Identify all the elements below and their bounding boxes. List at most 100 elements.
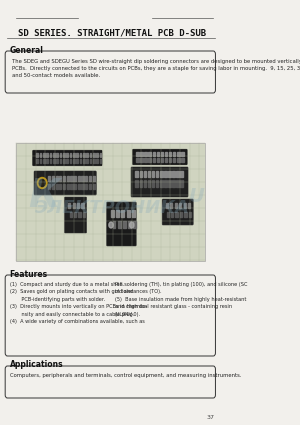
Bar xyxy=(70,159,71,163)
FancyBboxPatch shape xyxy=(34,171,96,195)
Bar xyxy=(152,152,155,156)
Bar xyxy=(184,203,186,208)
Bar xyxy=(63,159,65,163)
Bar xyxy=(68,203,70,208)
Ellipse shape xyxy=(130,222,134,228)
Text: The SDEG and SDEGU Series SD wire-straight dip soldering connectors are designed: The SDEG and SDEGU Series SD wire-straig… xyxy=(12,59,300,78)
Bar xyxy=(53,153,55,157)
Bar xyxy=(167,212,169,217)
FancyBboxPatch shape xyxy=(131,167,188,197)
Bar xyxy=(50,153,52,157)
Bar xyxy=(148,180,150,187)
Bar xyxy=(112,221,116,228)
Bar xyxy=(144,171,146,177)
Bar xyxy=(66,153,68,157)
Bar xyxy=(66,159,68,163)
Bar xyxy=(168,171,171,177)
Bar xyxy=(165,152,167,156)
Bar xyxy=(128,221,131,228)
Bar xyxy=(136,152,139,156)
Bar xyxy=(92,176,95,181)
Bar xyxy=(166,203,168,208)
Bar xyxy=(76,153,78,157)
Text: General: General xyxy=(10,46,44,55)
Bar xyxy=(40,153,41,157)
Bar xyxy=(46,153,48,157)
Bar xyxy=(80,153,81,157)
Bar xyxy=(90,153,92,157)
Bar xyxy=(40,159,41,163)
Bar xyxy=(52,184,54,189)
Bar xyxy=(188,203,190,208)
Bar xyxy=(59,184,61,189)
Bar xyxy=(85,184,87,189)
FancyBboxPatch shape xyxy=(33,150,102,166)
Bar xyxy=(56,184,58,189)
Text: SD SERIES. STRAIGHT/METAL PCB D-SUB: SD SERIES. STRAIGHT/METAL PCB D-SUB xyxy=(19,28,207,37)
Bar xyxy=(50,159,52,163)
Bar xyxy=(184,212,187,217)
Bar xyxy=(152,180,154,187)
Bar xyxy=(59,176,61,181)
Bar xyxy=(70,212,72,217)
Bar xyxy=(78,176,80,181)
Bar xyxy=(180,180,183,187)
Text: U: U xyxy=(188,187,204,206)
Bar xyxy=(144,152,147,156)
Bar xyxy=(73,159,75,163)
Bar xyxy=(78,184,80,189)
Bar xyxy=(148,171,150,177)
Bar xyxy=(176,212,178,217)
Bar xyxy=(79,212,81,217)
Bar xyxy=(56,176,58,181)
Bar xyxy=(70,176,73,181)
Bar xyxy=(52,176,54,181)
Bar xyxy=(56,159,58,163)
Bar xyxy=(122,210,124,217)
Bar xyxy=(67,176,69,181)
Bar xyxy=(177,158,179,162)
Ellipse shape xyxy=(38,178,47,189)
FancyBboxPatch shape xyxy=(106,202,136,246)
Bar xyxy=(140,152,143,156)
Bar xyxy=(116,210,119,217)
Bar xyxy=(43,159,45,163)
Bar xyxy=(181,152,184,156)
Bar xyxy=(152,171,154,177)
Bar xyxy=(36,153,38,157)
Bar xyxy=(63,184,65,189)
Bar xyxy=(77,203,79,208)
Bar xyxy=(175,203,177,208)
Bar xyxy=(83,153,85,157)
Text: Pin soldering (TH), tin plating (100), and silicone (SC
in tolerances (TO).
(5) : Pin soldering (TH), tin plating (100), a… xyxy=(115,282,247,317)
Bar xyxy=(63,153,65,157)
Bar xyxy=(86,159,88,163)
Bar xyxy=(60,159,61,163)
Bar xyxy=(172,171,175,177)
Bar xyxy=(160,171,163,177)
Bar xyxy=(176,171,179,177)
Bar xyxy=(136,171,138,177)
FancyBboxPatch shape xyxy=(133,149,187,165)
Bar xyxy=(136,180,138,187)
Bar xyxy=(180,171,183,177)
Bar xyxy=(81,184,84,189)
Bar xyxy=(81,176,84,181)
Text: Applications: Applications xyxy=(10,360,63,369)
Bar xyxy=(81,203,84,208)
FancyBboxPatch shape xyxy=(5,366,215,398)
Bar xyxy=(168,180,171,187)
Bar xyxy=(161,152,163,156)
Bar xyxy=(73,153,75,157)
Bar xyxy=(160,180,163,187)
Bar xyxy=(74,176,76,181)
Bar xyxy=(132,210,135,217)
Bar xyxy=(140,158,143,162)
Bar xyxy=(169,152,171,156)
Bar xyxy=(100,159,101,163)
Bar xyxy=(157,158,159,162)
Text: Features: Features xyxy=(10,270,48,279)
Bar xyxy=(165,158,167,162)
Bar xyxy=(63,176,65,181)
Bar xyxy=(148,158,151,162)
